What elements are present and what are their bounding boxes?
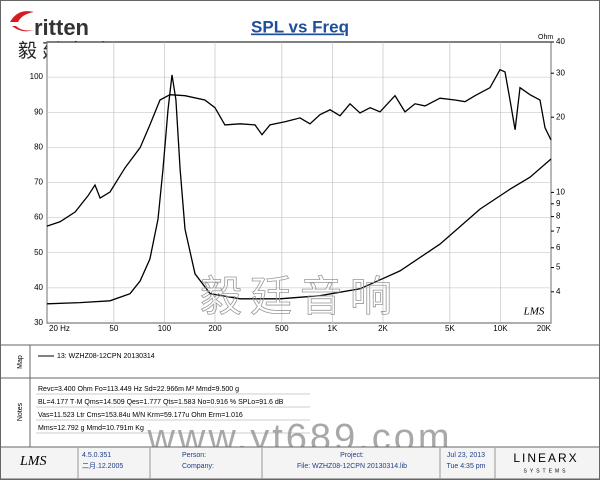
person: Person: [182,452,206,459]
x-tick-label: 10K [493,324,508,333]
x-tick-label: 500 [275,324,289,333]
map-label: Map [17,355,24,369]
y-tick-label: 60 [34,213,43,222]
file: File: WZHZ08-12CPN 20130314.lib [297,463,407,470]
x-tick-label: 5K [445,324,455,333]
y2-tick-label: 30 [556,68,565,77]
watermark-chinese: 毅廷音响 [200,273,400,320]
x-tick-label: 50 [109,324,118,333]
x-tick-label: 100 [158,324,172,333]
brand-sub: SYSTEMS [524,468,569,474]
y2-tick-label: 9 [556,199,561,208]
y-tick-label: 40 [34,283,43,292]
y-tick-label: 100 [30,72,44,81]
y2-tick-label: 7 [556,226,561,235]
status-bar [0,446,600,480]
footer-logo: LMS [19,454,46,469]
logo-brand: ritten [34,15,89,40]
time: Tue 4:35 pm [446,463,485,470]
y-tick-label: 30 [34,318,43,327]
x-tick-label: 1K [328,324,338,333]
y2-tick-label: 20 [556,112,565,121]
y-tick-label: 80 [34,142,43,151]
y2-axis-label: Ohm [538,34,553,41]
data-line [46,68,552,227]
chart-title: SPL vs Freq [251,17,349,36]
data-line [46,74,552,305]
brand: LINEARX [513,451,578,465]
version: 4.5.0.351 [82,452,111,459]
y2-tick-label: 8 [556,212,561,221]
y2-tick-label: 4 [556,287,561,296]
watermark-lms: LMS [523,306,545,318]
x-tick-label: 200 [208,324,222,333]
notes-label: Notes [17,402,24,421]
company: Company: [182,463,214,470]
date: Jul 23, 2013 [447,452,485,459]
legend-entry: 13: WZHZ08-12CPN 20130314 [57,353,155,360]
y2-tick-label: 5 [556,263,561,272]
note-line: Revc=3.400 Ohm Fo=113.449 Hz Sd=22.966m … [38,386,239,393]
x-tick-label: 2K [378,324,388,333]
y2-tick-label: 40 [556,37,565,46]
y-tick-label: 70 [34,178,43,187]
y2-tick-label: 10 [556,187,565,196]
build-date: 二月.12.2005 [82,462,123,470]
y-tick-label: 50 [34,248,43,257]
x-tick-label: 20 Hz [49,324,70,333]
y-tick-label: 90 [34,107,43,116]
project: Project: [340,452,364,459]
x-tick-label: 20K [537,324,552,333]
logo-swoosh [10,11,34,32]
y2-tick-label: 6 [556,243,561,252]
note-line: BL=4.177 T·M Qms=14.509 Qes=1.777 Qts=1.… [38,399,284,406]
note-line: Vas=11.523 Ltr Cms=153.84u M/N Krm=59.17… [38,412,243,419]
note-line: Mms=12.792 g Mmd=10.791m Kg [38,425,144,432]
